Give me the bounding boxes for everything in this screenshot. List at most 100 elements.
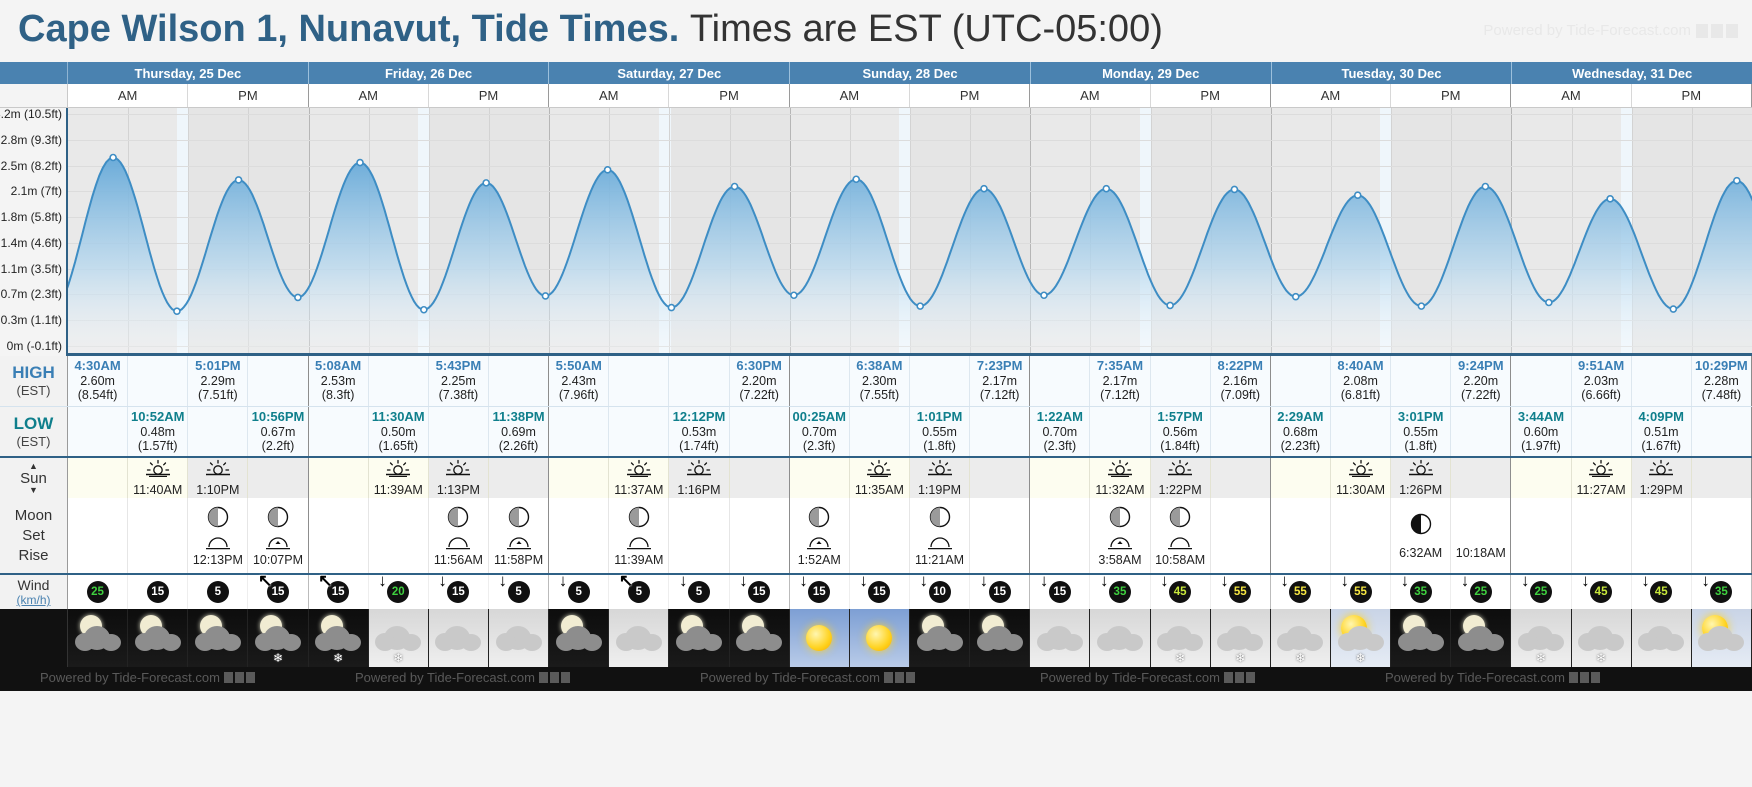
low-tide-cell-11 [730, 406, 790, 457]
tide-low-marker-17[interactable] [1166, 301, 1174, 310]
tide-high-marker-18[interactable] [1230, 185, 1239, 194]
low-tide-meters: 0.67m [260, 424, 296, 439]
ampm-header-6-pm: PM [1632, 84, 1752, 107]
low-tide-time: 1:22AM [1036, 408, 1083, 424]
tide-low-marker-15[interactable] [1040, 291, 1048, 300]
tide-low-marker-3[interactable] [294, 293, 302, 302]
tide-low-marker-5[interactable] [420, 305, 428, 314]
tide-chart: 3.2m (10.5ft) 2.8m (9.3ft) 2.5m (8.2ft) 2.1… [0, 107, 1752, 356]
tide-low-marker-19[interactable] [1291, 292, 1300, 301]
cloud-icon [1638, 626, 1685, 652]
high-tide-cell-3 [248, 356, 309, 406]
high-tide-feet: (7.09ft) [1220, 388, 1261, 403]
moon-cell-23: 10:18AM [1451, 498, 1512, 574]
chart-gridline-v-6 [428, 108, 430, 353]
sun-event-time: 1:19PM [917, 483, 962, 498]
wind-unit-link[interactable]: (km/h) [16, 593, 51, 608]
wind-direction-arrow-icon: ↓ [979, 571, 989, 591]
tide-high-marker-8[interactable] [603, 166, 612, 174]
tide-high-marker-22[interactable] [1481, 182, 1490, 191]
tide-high-marker-26[interactable] [1732, 176, 1741, 185]
low-tide-cell-16: 1:22AM 0.70m (2.3ft) [1030, 406, 1091, 457]
high-tide-row-label: HIGH (EST) [0, 356, 68, 406]
tide-high-marker-4[interactable] [356, 158, 364, 167]
high-tide-time: 9:51AM [1577, 358, 1625, 373]
tide-low-marker-25[interactable] [1669, 305, 1678, 313]
weather-row-spacer [0, 609, 68, 668]
ampm-header-5-pm: PM [1391, 84, 1512, 107]
snow-icon: ❄ [1596, 651, 1607, 666]
tide-low-marker-11[interactable] [790, 291, 798, 300]
weather-cell-15 [970, 609, 1031, 668]
tide-low-marker-9[interactable] [667, 303, 676, 312]
low-tide-cell-22: 3:01PM 0.55m (1.8ft) [1391, 406, 1452, 457]
wind-direction-arrow-icon: ↓ [378, 571, 387, 591]
wind-cell-26: 45 ↓ [1632, 572, 1692, 610]
tide-high-marker-6[interactable] [482, 179, 490, 187]
tide-low-marker-1[interactable] [173, 307, 181, 315]
wind-cell-0: 25 [68, 575, 129, 610]
high-tide-cell-6: 5:43PM 2.25m (7.38ft) [429, 356, 489, 406]
weather-cell-20: ❄ [1270, 609, 1331, 668]
high-tide-cell-26 [1632, 356, 1692, 406]
weather-icon-pcloud [1691, 609, 1751, 668]
low-tide-feet: (1.67ft) [1641, 439, 1682, 453]
high-tide-time: 6:38AM [856, 358, 903, 373]
page-title-place: Cape Wilson 1, Nunavut, Tide Times. [18, 8, 680, 50]
tide-high-marker-12[interactable] [852, 175, 861, 184]
high-tide-meters: 2.16m [1222, 373, 1258, 388]
high-tide-time: 8:40AM [1337, 358, 1384, 373]
tide-high-marker-20[interactable] [1353, 191, 1362, 199]
weather-cell-21: ❄ [1330, 609, 1392, 668]
chart-gridline-h-4 [68, 217, 1752, 219]
tide-high-marker-14[interactable] [980, 184, 988, 193]
wind-direction-arrow-icon: ↓ [1520, 571, 1530, 591]
y-axis-tick-8: 0.3m (1.1ft) [0, 313, 62, 328]
y-axis-tick-2: 2.5m (8.2ft) [0, 158, 62, 173]
tide-low-marker-7[interactable] [541, 292, 550, 300]
chart-plot-area[interactable] [68, 108, 1752, 356]
high-tide-meters: 2.60m [80, 373, 115, 388]
page-header: Cape Wilson 1, Nunavut, Tide Times. Time… [0, 0, 1752, 62]
cloud-icon [1036, 626, 1083, 652]
wind-direction-arrow-icon: ↖ [618, 571, 634, 591]
low-tide-meters: 0.60m [1523, 424, 1559, 439]
tide-high-marker-10[interactable] [730, 182, 739, 191]
tide-high-marker-24[interactable] [1606, 195, 1614, 203]
weather-cell-12 [789, 609, 850, 668]
high-tide-meters: 2.17m [1102, 373, 1138, 388]
tide-high-marker-0[interactable] [109, 153, 117, 162]
chart-gridline-v-18 [1150, 108, 1152, 353]
wind-cell-1: 15 [128, 575, 189, 610]
tide-low-marker-13[interactable] [916, 302, 924, 310]
chart-gridline-v-12 [789, 108, 791, 353]
y-axis-tick-3: 2.1m (7ft) [10, 184, 62, 199]
sun-event-time: 11:39AM [373, 483, 423, 498]
high-tide-feet: (7.51ft) [198, 388, 238, 403]
ampm-header-1-am: AM [309, 84, 429, 107]
weather-icon-night [549, 609, 609, 668]
wind-direction-arrow-icon: ↓ [1400, 571, 1410, 591]
tide-high-marker-2[interactable] [234, 176, 243, 184]
sun-up-arrow-icon: ▲ [29, 460, 38, 471]
tide-low-marker-23[interactable] [1545, 298, 1553, 307]
low-tide-meters: 0.69m [501, 424, 536, 439]
wind-cell-7: 5 ↓ [489, 572, 550, 610]
sun-event-sunrise-icon [145, 459, 171, 482]
high-tide-cell-4: 5:08AM 2.53m (8.3ft) [309, 356, 369, 406]
watermark-bars-icon-1 [223, 672, 255, 684]
low-tide-cell-6 [429, 406, 489, 457]
low-tide-cell-26: 4:09PM 0.51m (1.67ft) [1632, 406, 1692, 457]
weather-icon-night: ❄ [248, 609, 308, 668]
cloud-icon [675, 626, 722, 652]
sun-cell-26: 1:29PM [1631, 458, 1692, 499]
day-header-0: Thursday, 25 Dec [68, 62, 309, 84]
moon-moonrise-icon [806, 532, 832, 550]
tide-high-marker-16[interactable] [1102, 184, 1111, 193]
ampm-header-row: AM PM AM PM AM PM AM PM AM PM AM PM AM PM [0, 84, 1752, 108]
moon-cell-21 [1331, 498, 1392, 574]
sun-event-time: 1:10PM [196, 483, 240, 498]
tide-low-marker-21[interactable] [1417, 302, 1426, 310]
wind-speed-bubble: 45 ↓ [1641, 572, 1673, 604]
